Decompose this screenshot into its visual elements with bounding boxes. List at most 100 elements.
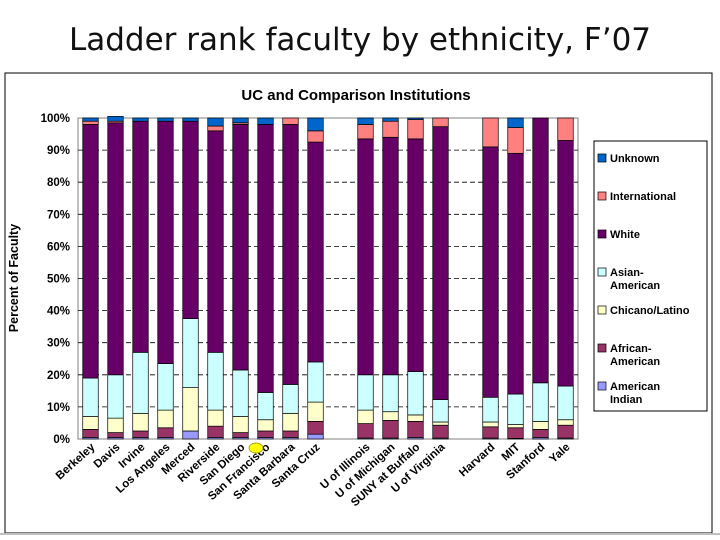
bar-segment [107, 417, 124, 433]
bar-segment [557, 140, 574, 387]
bar-segment [307, 433, 324, 440]
bar-segment [232, 117, 249, 124]
bar-segment [507, 127, 524, 154]
bar-segment [107, 116, 124, 122]
y-tick-label: 30% [47, 338, 70, 350]
bar-segment [207, 117, 224, 127]
legend-label: International [610, 191, 676, 203]
bar-segment [307, 117, 324, 132]
y-axis-title: Percent of Faculty [7, 224, 21, 332]
bar-segment [382, 420, 399, 439]
y-tick-label: 10% [47, 402, 70, 414]
bar-segment [407, 117, 424, 120]
bar-segment [257, 419, 274, 432]
bar-segment [182, 387, 199, 432]
bar-segment [482, 421, 499, 428]
legend-label: Asian-American [610, 267, 660, 292]
bar-segment [282, 384, 299, 414]
bar-segment [307, 141, 324, 363]
bar-segment [82, 416, 99, 430]
bar-segment [557, 419, 574, 426]
bar-segment [407, 371, 424, 416]
y-tick-label: 20% [47, 370, 70, 382]
bar-segment [482, 146, 499, 398]
bar-segment [82, 429, 99, 438]
bar-segment [557, 385, 574, 421]
bar-segment [482, 117, 499, 148]
bar-segment [82, 117, 99, 122]
bar-segment [307, 130, 324, 143]
y-tick-label: 90% [47, 145, 70, 157]
legend: Unknown International White Asian-American C… [593, 140, 708, 412]
highlight-marker [248, 442, 264, 454]
bar-segment [532, 420, 549, 430]
bar-segment [382, 117, 399, 122]
legend-label: Unknown [610, 153, 660, 165]
bar-segment [507, 117, 524, 128]
y-tick-label: 50% [47, 274, 70, 286]
legend-swatch [597, 305, 607, 315]
bar-segment [507, 424, 524, 429]
bar-segment [232, 432, 249, 438]
legend-swatch [597, 229, 607, 239]
bar-segment [382, 374, 399, 413]
bar-segment [307, 401, 324, 422]
bar-segment [157, 117, 174, 122]
bar-segment [532, 382, 549, 422]
bar-segment [257, 430, 274, 438]
bar-segment [357, 409, 374, 424]
legend-swatch [597, 191, 607, 201]
bar-segment [207, 409, 224, 427]
bar-segment [132, 351, 149, 414]
bar-segment [82, 120, 99, 125]
bar-segment [232, 369, 249, 417]
slide-bottom-rule [0, 533, 720, 535]
legend-box [593, 140, 708, 412]
bar-segment [157, 120, 174, 364]
bar-segment [357, 138, 374, 376]
bar-segment [382, 136, 399, 376]
bar-segment [232, 124, 249, 371]
bar-segment [357, 423, 374, 439]
slide-title: Ladder rank faculty by ethnicity, F’07 [68, 22, 652, 58]
bar-segment [107, 122, 124, 376]
bar-segment [257, 124, 274, 393]
bar-segment [407, 420, 424, 438]
y-axis-ticks: 0% 10% 20% 30% 40% 50% 60% 70% 80% 90% 100% [41, 113, 70, 446]
bar-segment [557, 424, 574, 439]
bar-segment [157, 363, 174, 411]
y-tick-label: 80% [47, 177, 70, 189]
bar-segment [257, 392, 274, 421]
bar-segment [182, 430, 199, 440]
y-tick-label: 40% [47, 306, 70, 318]
bar-segment [282, 124, 299, 385]
chart-title: UC and Comparison Institutions [241, 87, 470, 104]
bar-segment [132, 117, 149, 122]
bar-segment [132, 120, 149, 353]
bar-segment [532, 429, 549, 438]
legend-swatch [597, 343, 607, 353]
legend-label: African-American [610, 343, 660, 368]
bar-segment [107, 374, 124, 419]
bar-segment [407, 119, 424, 140]
legend-label: Chicano/Latino [610, 305, 690, 317]
bar-segment [207, 425, 224, 438]
bar-segment [557, 117, 574, 141]
bar-segment [382, 411, 399, 421]
legend-swatch [597, 153, 607, 163]
bar-segment [182, 120, 199, 319]
y-tick-label: 100% [41, 113, 70, 125]
bar-segment [407, 138, 424, 372]
bar-segment [182, 318, 199, 388]
bar-segment [207, 125, 224, 132]
bar-segment [357, 374, 374, 411]
bar-segment [432, 126, 449, 400]
bar-segment [157, 427, 174, 438]
bar-segment [532, 117, 549, 384]
bar-segment [232, 416, 249, 433]
bar-segment [307, 361, 324, 403]
bar-segment [282, 430, 299, 438]
bar-segment [82, 124, 99, 379]
bar-segment [382, 120, 399, 138]
